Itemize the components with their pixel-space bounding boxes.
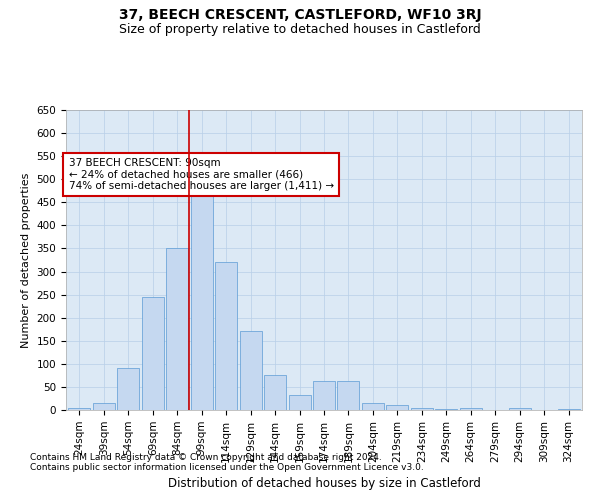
Bar	[411, 408, 433, 410]
Bar	[68, 408, 91, 410]
Bar	[239, 330, 262, 410]
Bar	[93, 403, 115, 410]
Bar	[337, 381, 359, 410]
Bar	[215, 262, 237, 410]
Bar	[289, 395, 311, 410]
Bar	[509, 408, 530, 410]
Text: Contains public sector information licensed under the Open Government Licence v3: Contains public sector information licen…	[30, 464, 424, 472]
Bar	[386, 406, 409, 410]
Bar	[460, 408, 482, 410]
Bar	[166, 248, 188, 410]
Y-axis label: Number of detached properties: Number of detached properties	[21, 172, 31, 348]
Bar	[118, 368, 139, 410]
Text: Contains HM Land Registry data © Crown copyright and database right 2024.: Contains HM Land Registry data © Crown c…	[30, 454, 382, 462]
Bar	[191, 174, 213, 410]
Bar	[435, 409, 457, 410]
Bar	[313, 381, 335, 410]
Text: 37, BEECH CRESCENT, CASTLEFORD, WF10 3RJ: 37, BEECH CRESCENT, CASTLEFORD, WF10 3RJ	[119, 8, 481, 22]
Text: Size of property relative to detached houses in Castleford: Size of property relative to detached ho…	[119, 22, 481, 36]
Bar	[557, 409, 580, 410]
Bar	[362, 403, 384, 410]
Text: Distribution of detached houses by size in Castleford: Distribution of detached houses by size …	[167, 477, 481, 490]
Bar	[264, 376, 286, 410]
Text: 37 BEECH CRESCENT: 90sqm
← 24% of detached houses are smaller (466)
74% of semi-: 37 BEECH CRESCENT: 90sqm ← 24% of detach…	[68, 158, 334, 191]
Bar	[142, 297, 164, 410]
